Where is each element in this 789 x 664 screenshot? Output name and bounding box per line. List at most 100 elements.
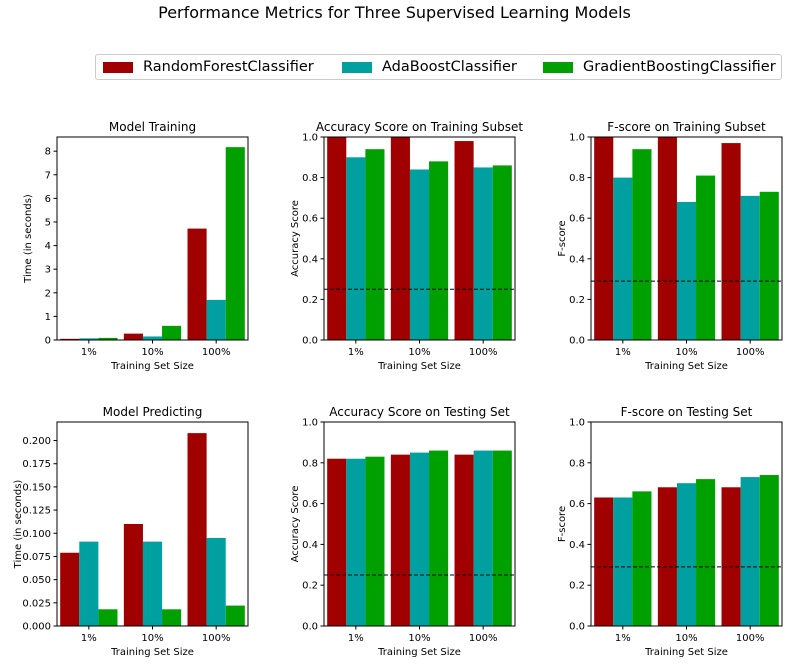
legend-swatch-adaboost [342, 61, 372, 73]
x-tick-label: 1% [615, 633, 631, 644]
y-tick-label: 0.000 [22, 622, 51, 633]
x-tick-label: 100% [202, 633, 231, 644]
bar-gradientboostingclassifier-100pct [492, 450, 512, 626]
x-tick-label: 1% [348, 347, 364, 358]
y-tick-label: 0.0 [569, 622, 585, 633]
legend-swatch-randomforest [103, 61, 133, 73]
bar-gradientboostingclassifier-100pct [225, 147, 245, 340]
chart-title: F-score on Training Subset [607, 120, 766, 134]
y-tick-label: 0.6 [569, 499, 585, 510]
y-tick-label: 0.2 [569, 295, 585, 306]
bar-adaboostclassifier-10pct [409, 169, 430, 340]
y-axis-label: Accuracy Score [290, 486, 301, 563]
chart-panel-5: 0.0 0.2 0.4 0.6 0.8 1.0 1% 10% 100% Accuracy Scor… [290, 405, 516, 658]
legend-item-adaboost: AdaBoostClassifier [342, 58, 517, 76]
bar-randomforestclassifier-100pct [721, 487, 741, 626]
bar-gradientboostingclassifier-10pct [696, 175, 716, 340]
y-tick-label: 0.6 [569, 214, 585, 225]
bar-gradientboostingclassifier-100pct [492, 165, 512, 340]
bar-randomforestclassifier-100pct [721, 143, 741, 340]
bar-gradientboostingclassifier-10pct [162, 609, 182, 626]
bar-gradientboostingclassifier-1pct [365, 456, 385, 626]
bar-gradientboostingclassifier-100pct [759, 191, 779, 340]
x-axis-label: Training Set Size [110, 647, 194, 658]
y-tick-label: 0.2 [569, 581, 585, 592]
y-tick-label: 0.4 [302, 254, 318, 265]
bar-adaboostclassifier-10pct [676, 483, 697, 626]
y-tick-label: 3 [45, 265, 51, 276]
y-axis-label: Accuracy Score [290, 200, 301, 277]
y-tick-label: 0.025 [22, 598, 51, 609]
y-axis-label: Time (in seconds) [13, 480, 24, 570]
x-tick-label: 1% [615, 347, 631, 358]
x-tick-label: 100% [469, 633, 498, 644]
y-tick-label: 0.0 [302, 336, 318, 347]
bar-randomforestclassifier-10pct [390, 454, 410, 626]
bar-adaboostclassifier-10pct [142, 336, 163, 340]
y-tick-label: 0.2 [302, 295, 318, 306]
y-tick-label: 0.6 [302, 214, 318, 225]
x-axis-label: Training Set Size [377, 647, 461, 658]
chart-title: Accuracy Score on Testing Set [329, 405, 510, 419]
x-tick-label: 100% [469, 347, 498, 358]
x-tick-label: 1% [348, 633, 364, 644]
bar-adaboostclassifier-100pct [206, 537, 226, 626]
y-tick-label: 0.0 [569, 336, 585, 347]
legend-item-randomforest: RandomForestClassifier [103, 58, 314, 76]
bar-adaboostclassifier-1pct [613, 497, 633, 626]
bar-gradientboostingclassifier-100pct [759, 475, 779, 626]
x-tick-label: 1% [81, 347, 97, 358]
y-tick-label: 0.175 [22, 459, 51, 470]
x-tick-label: 1% [81, 633, 97, 644]
y-tick-label: 0.4 [569, 254, 585, 265]
y-tick-label: 0.4 [569, 540, 585, 551]
x-tick-label: 10% [408, 347, 430, 358]
y-tick-label: 5 [45, 217, 51, 228]
legend: RandomForestClassifier AdaBoostClassifie… [95, 54, 782, 80]
chart-panel-3: 0.0 0.2 0.4 0.6 0.8 1.0 1% 10% 100% F-score on Tr… [557, 120, 783, 372]
bar-adaboostclassifier-10pct [409, 452, 430, 626]
bar-randomforestclassifier-1pct [594, 137, 614, 340]
y-tick-label: 0.150 [22, 482, 51, 493]
y-tick-label: 8 [45, 147, 51, 158]
bar-gradientboostingclassifier-1pct [98, 337, 118, 340]
chart-panel-4: 0.000 0.025 0.050 0.075 0.100 0.125 0.150 0.175… [13, 405, 249, 658]
x-axis-label: Training Set Size [644, 647, 728, 658]
bar-randomforestclassifier-10pct [657, 487, 677, 626]
y-tick-label: 1.0 [302, 418, 318, 429]
chart-title: F-score on Testing Set [621, 405, 753, 419]
legend-label: GradientBoostingClassifier [583, 59, 776, 75]
x-axis-label: Training Set Size [110, 361, 194, 372]
chart-title: Model Predicting [103, 405, 203, 419]
y-axis-label: Time (in seconds) [23, 194, 34, 284]
bar-randomforestclassifier-100pct [187, 228, 207, 340]
bar-randomforestclassifier-10pct [123, 333, 143, 340]
chart-title: Accuracy Score on Training Subset [316, 120, 523, 134]
chart-title: Model Training [109, 120, 196, 134]
bar-adaboostclassifier-1pct [79, 338, 99, 340]
bar-randomforestclassifier-1pct [594, 497, 614, 626]
bar-gradientboostingclassifier-10pct [429, 161, 449, 340]
y-tick-label: 0.075 [22, 552, 51, 563]
y-axis-label: F-score [557, 220, 568, 256]
y-tick-label: 0.125 [22, 506, 51, 517]
bar-randomforestclassifier-10pct [657, 137, 677, 340]
y-axis-label: F-score [557, 506, 568, 542]
chart-panel-2: 0.0 0.2 0.4 0.6 0.8 1.0 1% 10% 100% Accuracy Scor… [290, 120, 523, 372]
x-tick-label: 10% [141, 347, 163, 358]
x-tick-label: 10% [675, 633, 697, 644]
bar-randomforestclassifier-1pct [327, 458, 347, 626]
bar-gradientboostingclassifier-10pct [429, 450, 449, 626]
y-tick-label: 2 [45, 288, 51, 299]
bar-gradientboostingclassifier-10pct [696, 479, 716, 626]
y-tick-label: 0.0 [302, 622, 318, 633]
x-axis-label: Training Set Size [377, 361, 461, 372]
bar-adaboostclassifier-10pct [676, 201, 697, 340]
y-tick-label: 0.6 [302, 499, 318, 510]
bar-randomforestclassifier-1pct [60, 338, 80, 340]
y-tick-label: 0.050 [22, 575, 51, 586]
y-tick-label: 0.8 [302, 458, 318, 469]
y-tick-label: 0.8 [569, 173, 585, 184]
y-tick-label: 7 [45, 170, 51, 181]
